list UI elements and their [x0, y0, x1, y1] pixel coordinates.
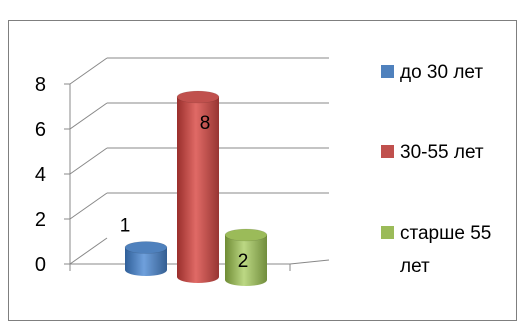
bar-3	[224, 228, 268, 286]
gridline-depth	[69, 147, 108, 175]
bar-1	[124, 241, 168, 276]
y-tick-label: 6	[35, 119, 46, 141]
legend: до 30 лет 30-55 лет старше 55 лет	[381, 62, 491, 277]
y-tick-label: 0	[35, 254, 46, 276]
data-label: 1	[120, 216, 131, 237]
bar-top	[124, 241, 168, 254]
legend-item-2: 30-55 лет	[381, 142, 484, 163]
data-label: 8	[200, 113, 211, 134]
legend-label: до 30 лет	[400, 62, 483, 83]
bar-body	[177, 97, 219, 283]
gridline-depth	[69, 192, 108, 220]
bar-2	[176, 90, 220, 283]
y-tick-label: 8	[35, 74, 46, 96]
floor-left-edge	[69, 237, 108, 265]
legend-item-1: до 30 лет	[381, 62, 483, 83]
bar-body	[125, 247, 167, 276]
bar-body	[225, 235, 267, 286]
gridline-depth	[69, 57, 108, 85]
floor-right-edge	[289, 259, 330, 265]
y-tick-label: 2	[35, 209, 46, 231]
legend-swatch	[381, 145, 394, 158]
legend-label: 30-55 лет	[400, 142, 484, 163]
bar-top	[176, 90, 220, 104]
legend-swatch	[381, 226, 394, 239]
data-label: 2	[238, 251, 249, 272]
bar-top	[224, 228, 268, 242]
y-tick-label: 4	[35, 164, 46, 186]
legend-label-line2: лет	[400, 256, 430, 277]
legend-item-3: старше 55 лет	[381, 223, 491, 277]
legend-label: старше 55	[400, 223, 491, 244]
gridline-depth	[69, 102, 108, 130]
legend-swatch	[381, 65, 394, 78]
